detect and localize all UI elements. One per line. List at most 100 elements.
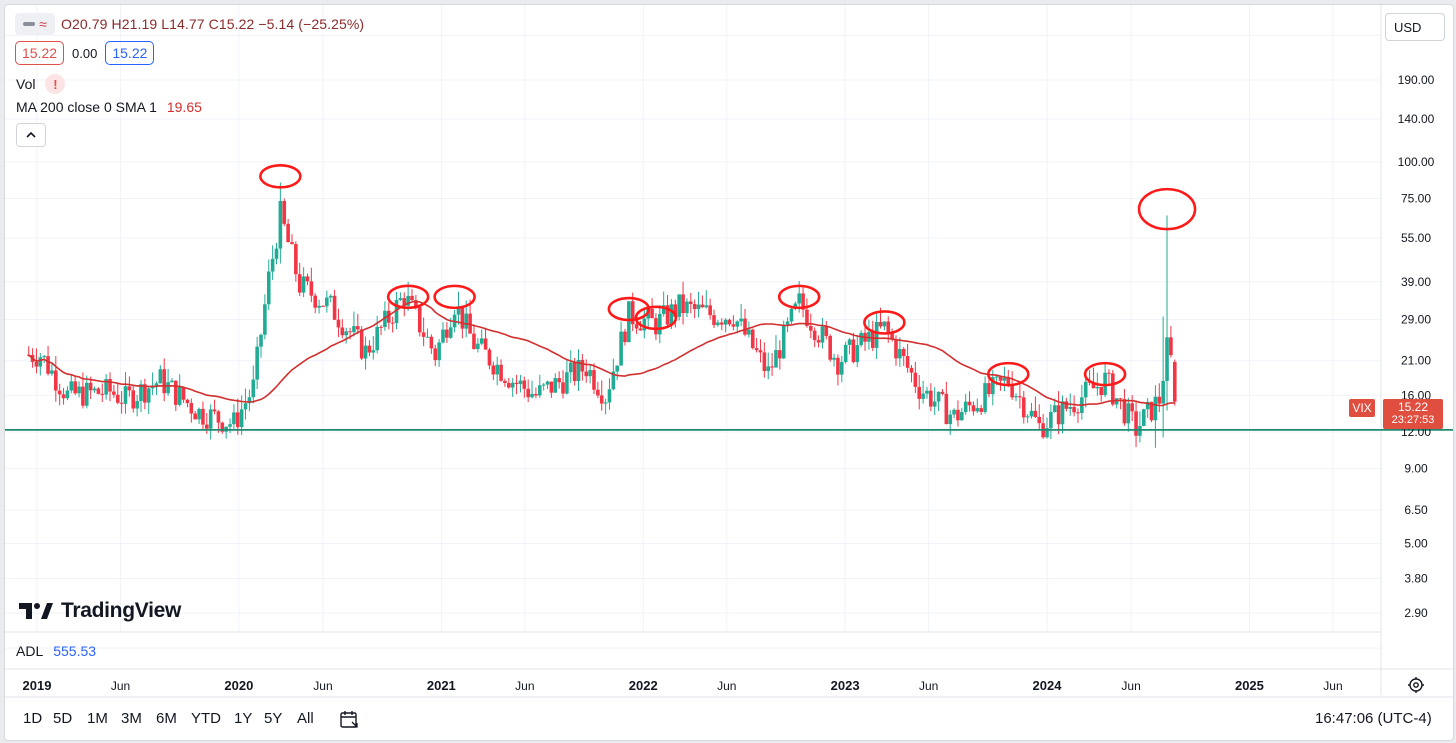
candle-body — [824, 326, 829, 337]
candle-body — [665, 305, 670, 325]
tradingview-chart-app: 270.00190.00140.00100.0075.0055.0039.002… — [4, 4, 1454, 741]
candle-body — [220, 422, 225, 432]
candle-body — [166, 382, 170, 394]
candle-body — [537, 385, 542, 396]
candle-body — [143, 384, 147, 403]
candle-body — [247, 397, 252, 404]
candle-body — [921, 393, 925, 399]
legend-price-row: 15.22 0.00 15.22 — [15, 41, 155, 65]
peak-annotation-circle — [433, 284, 476, 310]
candle-body — [383, 310, 387, 327]
candle-body — [464, 313, 469, 329]
timeframe-button-3m[interactable]: 3M — [121, 710, 142, 727]
candle-body — [754, 348, 759, 351]
date-range-button[interactable] — [338, 709, 360, 731]
timeframe-button-1m[interactable]: 1M — [87, 710, 108, 727]
time-tick-label: 2023 — [831, 678, 860, 693]
candle-body — [181, 387, 186, 400]
candle-body — [963, 401, 968, 413]
candle-body — [855, 345, 860, 363]
candle-body — [619, 331, 623, 366]
candle-body — [607, 389, 612, 403]
ma-label[interactable]: MA 200 close 0 SMA 1 — [16, 99, 157, 115]
candle-body — [235, 412, 240, 428]
candle-body — [568, 362, 573, 373]
candle-body — [894, 339, 898, 359]
candle-body — [990, 377, 995, 395]
candle-body — [627, 301, 631, 343]
candle-body — [1014, 396, 1018, 398]
volume-label[interactable]: Vol — [16, 76, 36, 92]
candle-body — [146, 388, 151, 403]
candle-body — [983, 383, 987, 412]
candle-body — [847, 339, 852, 345]
candle-body — [545, 381, 550, 385]
timeframe-button-5y[interactable]: 5Y — [264, 710, 283, 727]
candle-body — [940, 391, 945, 394]
candle-body — [708, 305, 712, 316]
candle-body — [367, 345, 372, 353]
ask-price-box[interactable]: 15.22 — [105, 41, 155, 65]
timeframe-button-5d[interactable]: 5D — [53, 710, 73, 727]
candle-body — [92, 388, 97, 391]
candle-body — [139, 384, 143, 402]
timeframe-button-6m[interactable]: 6M — [156, 710, 177, 727]
candle-body — [123, 386, 128, 404]
candle-body — [936, 391, 941, 402]
candle-body — [1153, 396, 1158, 421]
candle-body — [522, 380, 527, 389]
timeframe-button-1d[interactable]: 1D — [23, 710, 43, 727]
candle-body — [437, 342, 441, 361]
candle-body — [1118, 398, 1123, 400]
peak-annotation-circle — [634, 305, 678, 331]
price-tick-label: 100.00 — [1398, 155, 1435, 169]
timeframe-button-all[interactable]: All — [297, 710, 314, 727]
candle-body — [328, 295, 333, 298]
candle-body — [193, 413, 197, 420]
candle-body — [421, 332, 426, 337]
candle-body — [812, 330, 817, 341]
candle-body — [944, 393, 949, 425]
price-chart[interactable]: 270.00190.00140.00100.0075.0055.0039.002… — [5, 5, 1453, 740]
candle-body — [836, 357, 840, 375]
candle-body — [325, 297, 329, 307]
warning-icon[interactable]: ! — [45, 74, 66, 94]
candle-body — [785, 321, 790, 325]
peak-annotation-circle — [607, 296, 651, 322]
chart-settings-button[interactable] — [1405, 674, 1427, 696]
candle-body — [185, 399, 190, 404]
adl-legend: ADL 555.53 — [16, 643, 96, 659]
candle-body — [499, 364, 503, 381]
candle-body — [658, 313, 662, 335]
series-toggle[interactable]: ≈ — [15, 13, 55, 35]
chart-grid — [5, 5, 1381, 649]
candle-body — [1029, 410, 1034, 417]
currency-selector[interactable]: USD — [1385, 13, 1445, 41]
clock[interactable]: 16:47:06 (UTC-4) — [1315, 710, 1432, 727]
ticker-tag: VIX — [1349, 399, 1375, 417]
legend-ohlc-row: ≈ O20.79 H21.19 L14.77 C15.22 −5.14 (−25… — [15, 13, 364, 35]
candle-body — [115, 394, 120, 403]
candle-body — [669, 304, 674, 325]
candle-body — [290, 242, 294, 245]
timeframe-button-ytd[interactable]: YTD — [191, 710, 221, 727]
candle-body — [274, 248, 279, 259]
candle-body — [340, 327, 345, 336]
timeframe-button-1y[interactable]: 1Y — [234, 710, 253, 727]
candle-body — [623, 331, 627, 343]
adl-label[interactable]: ADL — [16, 643, 44, 659]
candle-body — [956, 409, 960, 421]
candle-body — [1018, 396, 1022, 398]
candle-body — [932, 401, 937, 407]
candle-body — [371, 350, 376, 353]
peak-annotation-circle — [986, 361, 1030, 387]
price-tick-label: 21.00 — [1401, 354, 1431, 368]
price-axis: 270.00190.00140.00100.0075.0055.0039.002… — [1398, 28, 1435, 620]
candle-body — [417, 306, 422, 333]
candle-body — [805, 309, 809, 326]
collapse-legend-button[interactable] — [16, 123, 46, 147]
bid-price-box[interactable]: 15.22 — [15, 41, 65, 65]
price-tick-label: 190.00 — [1398, 73, 1435, 87]
candle-body — [688, 301, 693, 305]
legend-volume-row: Vol ! — [16, 74, 66, 94]
